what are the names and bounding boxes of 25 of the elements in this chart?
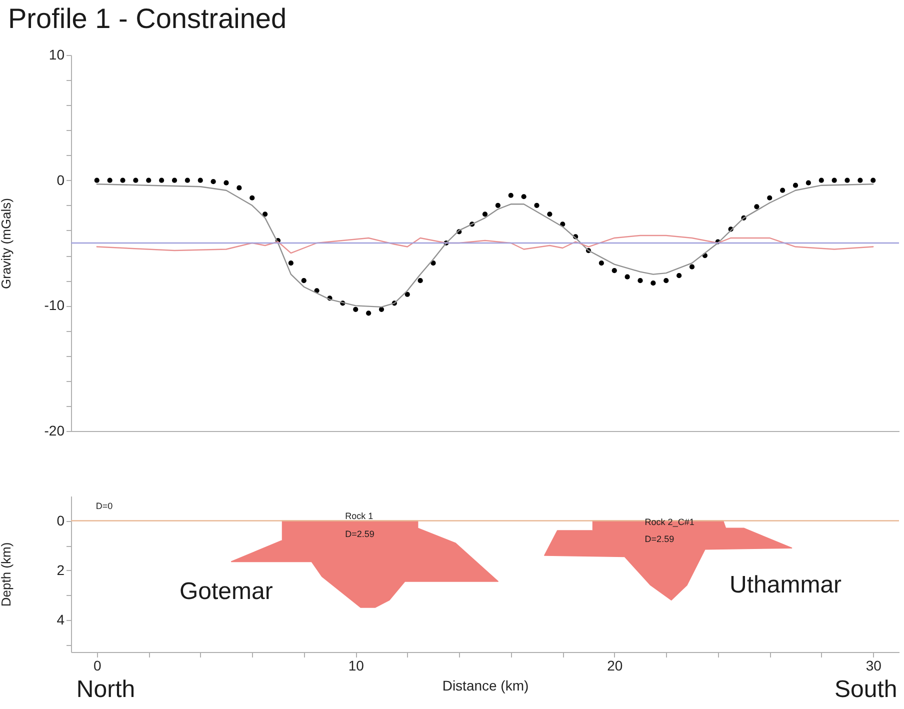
y-tick-label: 0 (56, 172, 65, 188)
x-tick-label: 10 (348, 658, 364, 674)
y-tick-label: 10 (48, 46, 65, 62)
annotation: D=2.59 (644, 534, 674, 544)
series-label: Uthammar (730, 572, 842, 599)
text: North (76, 676, 136, 703)
y-axis-title: Gravity (mGals) (0, 198, 14, 289)
annotation: Rock 1 (345, 510, 374, 521)
line-series (96, 234, 874, 254)
annotation: D=2.59 (345, 529, 374, 540)
y-tick-label: 4 (56, 611, 65, 628)
chart-title: Profile 1 - Constrained (8, 3, 287, 34)
y-axis-title: Depth (km) (0, 542, 14, 607)
series-label: Gotemar (179, 578, 273, 605)
annotation: Rock 2_C#1 (644, 517, 694, 528)
x-tick-label: 0 (93, 658, 102, 674)
y-tick-label: -20 (44, 422, 65, 438)
x-tick-label: 20 (607, 658, 623, 674)
x-axis-title: Distance (km) (442, 678, 529, 694)
x-tick-label: 30 (866, 658, 882, 674)
annotation: D=0 (96, 500, 113, 511)
text: South (834, 676, 898, 703)
y-tick-label: -10 (44, 297, 65, 314)
y-tick-label: 2 (56, 562, 65, 578)
y-tick-label: 0 (56, 512, 65, 528)
